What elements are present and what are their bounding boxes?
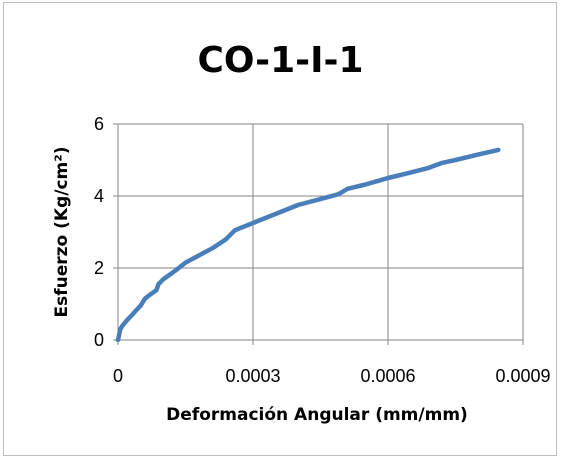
series-line [115,147,501,343]
x-tick-label: 0 [113,366,123,386]
x-tick-label: 0.0006 [360,366,415,386]
chart-title: CO-1-I-1 [197,40,364,81]
x-axis-label: Deformación Angular (mm/mm) [166,405,468,425]
y-tick-label: 4 [94,186,104,206]
y-axis-label: Esfuerzo (Kg/cm²) [52,147,72,318]
x-tick-label: 0.0003 [225,366,280,386]
y-tick-label: 2 [94,258,104,278]
y-tick-label: 0 [94,330,104,350]
y-tick-label: 6 [94,114,104,134]
x-tick-label: 0.0009 [495,366,550,386]
chart-frame [3,2,557,456]
